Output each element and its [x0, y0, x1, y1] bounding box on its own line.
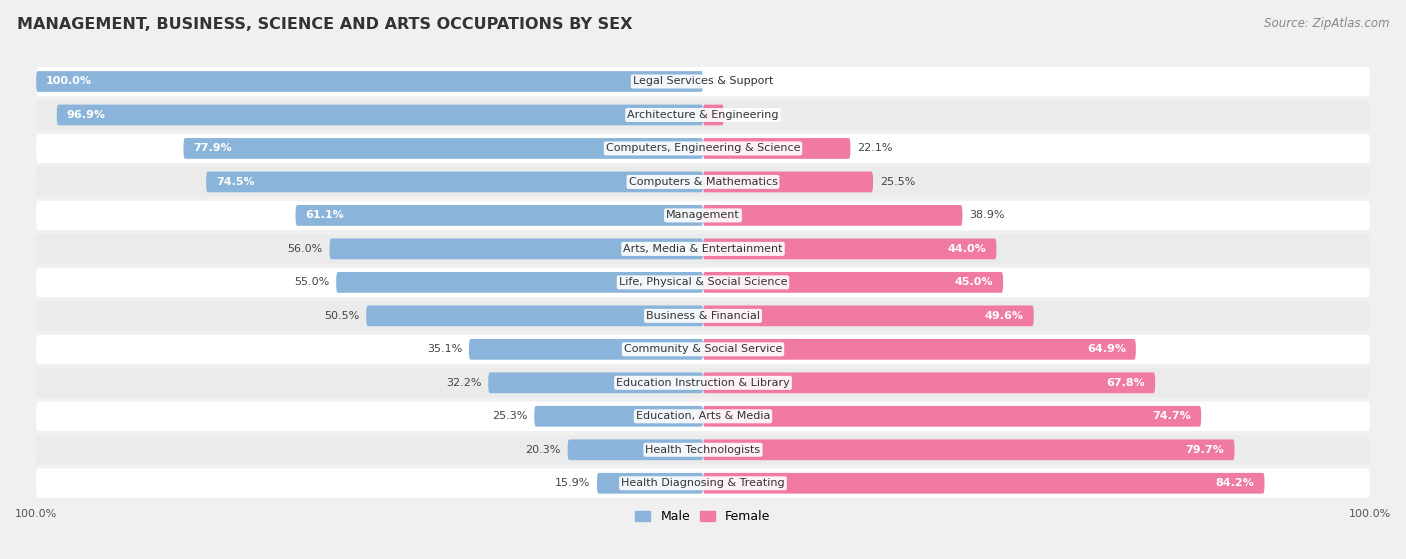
- Text: 20.3%: 20.3%: [526, 445, 561, 455]
- Text: 32.2%: 32.2%: [446, 378, 482, 388]
- FancyBboxPatch shape: [534, 406, 703, 427]
- Text: Computers, Engineering & Science: Computers, Engineering & Science: [606, 144, 800, 154]
- FancyBboxPatch shape: [37, 468, 1369, 498]
- Text: 15.9%: 15.9%: [555, 479, 591, 488]
- Text: 49.6%: 49.6%: [984, 311, 1024, 321]
- FancyBboxPatch shape: [703, 473, 1264, 494]
- Text: Business & Financial: Business & Financial: [645, 311, 761, 321]
- FancyBboxPatch shape: [37, 435, 1369, 465]
- FancyBboxPatch shape: [703, 239, 997, 259]
- FancyBboxPatch shape: [37, 301, 1369, 330]
- Text: 3.1%: 3.1%: [730, 110, 759, 120]
- Text: 55.0%: 55.0%: [294, 277, 329, 287]
- FancyBboxPatch shape: [37, 71, 703, 92]
- Text: 22.1%: 22.1%: [858, 144, 893, 154]
- FancyBboxPatch shape: [703, 305, 1033, 326]
- Text: MANAGEMENT, BUSINESS, SCIENCE AND ARTS OCCUPATIONS BY SEX: MANAGEMENT, BUSINESS, SCIENCE AND ARTS O…: [17, 17, 633, 32]
- FancyBboxPatch shape: [207, 172, 703, 192]
- FancyBboxPatch shape: [37, 234, 1369, 264]
- Text: Education, Arts & Media: Education, Arts & Media: [636, 411, 770, 421]
- Text: Legal Services & Support: Legal Services & Support: [633, 77, 773, 87]
- Text: 77.9%: 77.9%: [194, 144, 232, 154]
- FancyBboxPatch shape: [184, 138, 703, 159]
- FancyBboxPatch shape: [366, 305, 703, 326]
- FancyBboxPatch shape: [37, 67, 1369, 96]
- FancyBboxPatch shape: [703, 138, 851, 159]
- Text: Life, Physical & Social Science: Life, Physical & Social Science: [619, 277, 787, 287]
- FancyBboxPatch shape: [703, 172, 873, 192]
- FancyBboxPatch shape: [37, 268, 1369, 297]
- Text: 96.9%: 96.9%: [67, 110, 105, 120]
- Text: 64.9%: 64.9%: [1087, 344, 1126, 354]
- FancyBboxPatch shape: [37, 335, 1369, 364]
- Text: Health Technologists: Health Technologists: [645, 445, 761, 455]
- Text: Management: Management: [666, 210, 740, 220]
- FancyBboxPatch shape: [703, 339, 1136, 359]
- FancyBboxPatch shape: [703, 372, 1156, 393]
- Text: Source: ZipAtlas.com: Source: ZipAtlas.com: [1264, 17, 1389, 30]
- Text: 74.7%: 74.7%: [1153, 411, 1191, 421]
- FancyBboxPatch shape: [488, 372, 703, 393]
- FancyBboxPatch shape: [329, 239, 703, 259]
- Text: 25.5%: 25.5%: [880, 177, 915, 187]
- Text: 67.8%: 67.8%: [1107, 378, 1144, 388]
- FancyBboxPatch shape: [37, 368, 1369, 397]
- Text: Architecture & Engineering: Architecture & Engineering: [627, 110, 779, 120]
- Text: 61.1%: 61.1%: [305, 210, 344, 220]
- Text: 38.9%: 38.9%: [969, 210, 1004, 220]
- Text: 100.0%: 100.0%: [46, 77, 93, 87]
- Text: 50.5%: 50.5%: [325, 311, 360, 321]
- FancyBboxPatch shape: [37, 201, 1369, 230]
- Text: 56.0%: 56.0%: [288, 244, 323, 254]
- FancyBboxPatch shape: [336, 272, 703, 293]
- Text: Community & Social Service: Community & Social Service: [624, 344, 782, 354]
- Text: 35.1%: 35.1%: [427, 344, 463, 354]
- FancyBboxPatch shape: [37, 167, 1369, 197]
- Text: Education Instruction & Library: Education Instruction & Library: [616, 378, 790, 388]
- FancyBboxPatch shape: [56, 105, 703, 125]
- Text: 45.0%: 45.0%: [955, 277, 993, 287]
- FancyBboxPatch shape: [703, 105, 724, 125]
- FancyBboxPatch shape: [37, 100, 1369, 130]
- FancyBboxPatch shape: [703, 205, 963, 226]
- FancyBboxPatch shape: [568, 439, 703, 460]
- FancyBboxPatch shape: [703, 272, 1002, 293]
- Text: 84.2%: 84.2%: [1216, 479, 1254, 488]
- Legend: Male, Female: Male, Female: [630, 505, 776, 528]
- Text: 79.7%: 79.7%: [1185, 445, 1225, 455]
- Text: Health Diagnosing & Treating: Health Diagnosing & Treating: [621, 479, 785, 488]
- Text: 74.5%: 74.5%: [217, 177, 254, 187]
- FancyBboxPatch shape: [295, 205, 703, 226]
- FancyBboxPatch shape: [470, 339, 703, 359]
- Text: Arts, Media & Entertainment: Arts, Media & Entertainment: [623, 244, 783, 254]
- Text: 0.0%: 0.0%: [710, 77, 738, 87]
- FancyBboxPatch shape: [37, 401, 1369, 431]
- FancyBboxPatch shape: [37, 134, 1369, 163]
- FancyBboxPatch shape: [703, 439, 1234, 460]
- Text: 25.3%: 25.3%: [492, 411, 527, 421]
- FancyBboxPatch shape: [598, 473, 703, 494]
- FancyBboxPatch shape: [703, 406, 1201, 427]
- Text: 44.0%: 44.0%: [948, 244, 987, 254]
- Text: Computers & Mathematics: Computers & Mathematics: [628, 177, 778, 187]
